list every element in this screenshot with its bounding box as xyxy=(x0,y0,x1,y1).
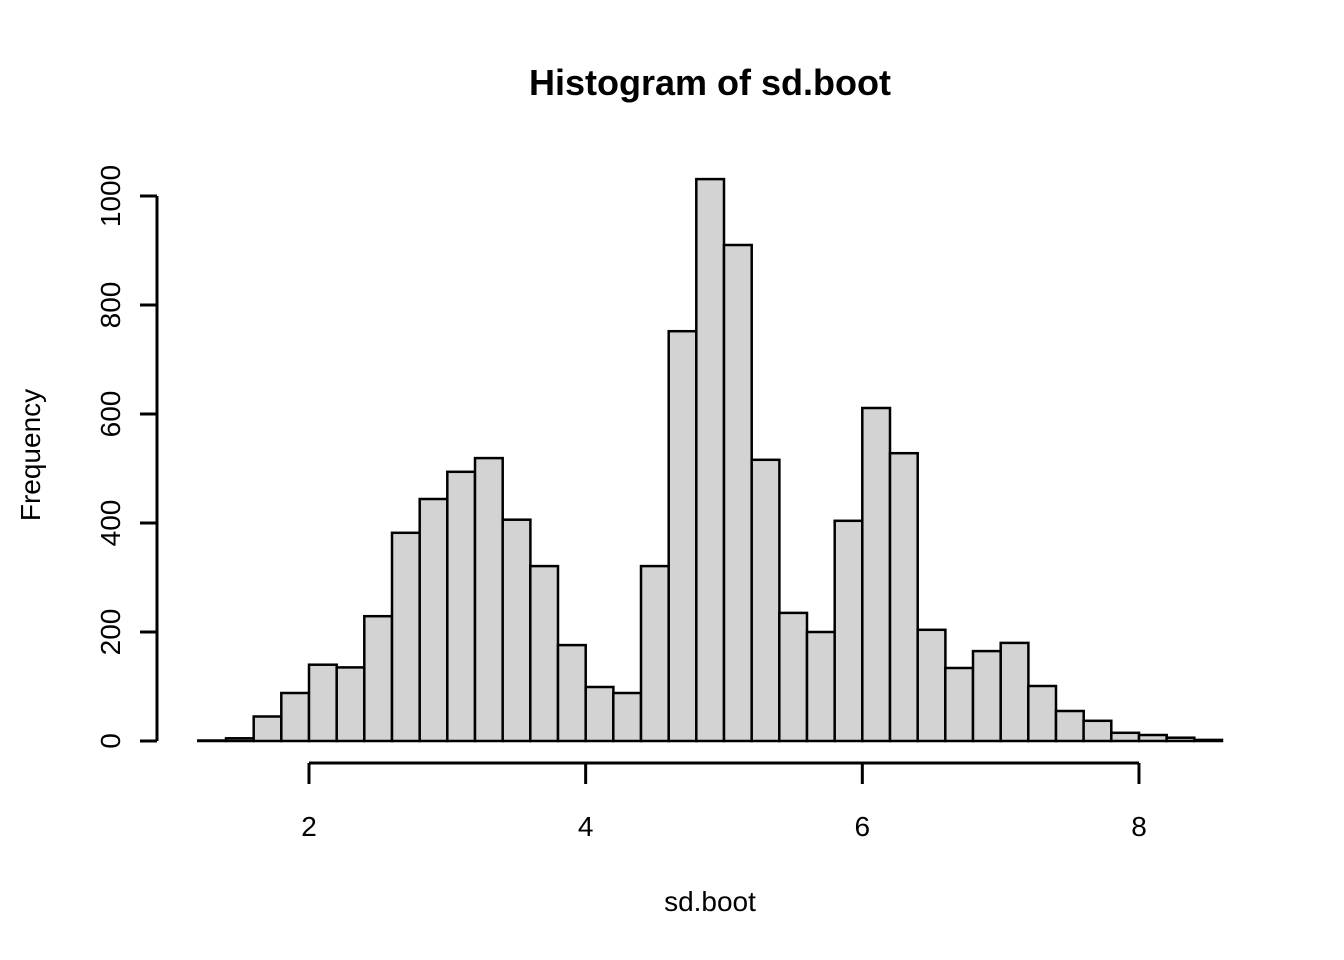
histogram-bar xyxy=(861,406,892,743)
histogram-bar xyxy=(197,739,228,743)
histogram-bar xyxy=(1082,719,1113,743)
y-tick-label: 400 xyxy=(95,500,126,547)
histogram-bar xyxy=(612,691,643,743)
histogram-bar xyxy=(1193,738,1224,743)
histogram-bar xyxy=(1027,684,1058,743)
x-axis-title: sd.boot xyxy=(664,886,756,917)
y-axis-title: Frequency xyxy=(15,389,46,521)
histogram-bar xyxy=(695,177,726,743)
histogram-bar xyxy=(778,611,809,743)
histogram-bar xyxy=(1054,709,1085,743)
x-tick-label: 8 xyxy=(1131,811,1147,842)
histogram-bar xyxy=(390,531,421,743)
histogram-bar xyxy=(446,470,477,743)
histogram-bar xyxy=(584,685,615,743)
histogram-bar xyxy=(224,737,255,743)
histogram-bar xyxy=(418,497,449,743)
x-tick-label: 4 xyxy=(578,811,594,842)
histogram-bar xyxy=(1165,736,1196,743)
histogram-bar xyxy=(252,715,283,743)
x-axis: 2 4 6 8 xyxy=(301,761,1147,842)
histogram-bar xyxy=(473,456,504,743)
x-tick-label: 6 xyxy=(855,811,871,842)
histogram-bar xyxy=(363,614,394,743)
histogram-bar xyxy=(335,666,366,743)
histogram-bar xyxy=(280,691,311,743)
histogram-bar xyxy=(999,641,1030,743)
y-tick-label: 800 xyxy=(95,282,126,329)
histogram-bar xyxy=(971,649,1002,743)
histogram-bar xyxy=(833,519,864,743)
histogram-bar xyxy=(667,329,698,743)
histogram-bar xyxy=(944,666,975,743)
y-tick-label: 0 xyxy=(95,733,126,749)
histogram-bar xyxy=(307,663,338,743)
histogram-bar xyxy=(750,458,781,743)
histogram-bar xyxy=(529,564,560,743)
y-tick-label: 200 xyxy=(95,609,126,656)
histogram-bar xyxy=(805,630,836,743)
histogram-bar xyxy=(888,451,919,743)
x-tick-label: 2 xyxy=(301,811,317,842)
histogram-bar xyxy=(722,243,753,743)
histogram-bar xyxy=(1137,733,1168,743)
y-tick-label: 600 xyxy=(95,391,126,438)
chart-title: Histogram of sd.boot xyxy=(529,62,891,103)
histogram-bar xyxy=(556,643,587,743)
y-axis: 0 200 400 600 800 1000 xyxy=(95,165,159,749)
histogram-bar xyxy=(501,518,532,743)
y-tick-label: 1000 xyxy=(95,165,126,227)
histogram-bar xyxy=(916,628,947,743)
histogram-bar xyxy=(1110,731,1141,743)
bars-group xyxy=(197,177,1224,743)
histogram-bar xyxy=(639,564,670,743)
